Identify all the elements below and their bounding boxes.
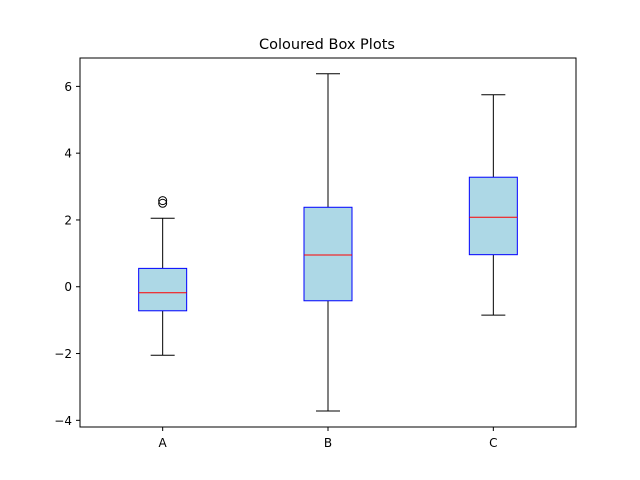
- x-tick-label-b: B: [324, 436, 332, 450]
- y-tick-label-3: 2: [64, 213, 72, 227]
- box-c: [468, 176, 518, 256]
- y-tick-label-4: 4: [64, 147, 72, 161]
- box-group-c: [468, 94, 518, 316]
- chart-title: Coloured Box Plots: [259, 37, 395, 53]
- outlier-a-1: [158, 196, 168, 206]
- y-tick-label-1: −2: [54, 347, 72, 361]
- x-tick-label-a: A: [159, 436, 168, 450]
- plot-area: [138, 73, 518, 412]
- y-tick-label-2: 0: [64, 280, 72, 294]
- box-group-a: [138, 196, 188, 356]
- box-b: [303, 206, 353, 302]
- axes: A B C −4 −2 0 2 4 6: [54, 80, 497, 450]
- outlier-a-0: [158, 198, 168, 208]
- box-group-b: [303, 73, 353, 412]
- y-tick-label-0: −4: [54, 414, 72, 428]
- y-tick-label-5: 6: [64, 80, 72, 94]
- box-a: [138, 267, 188, 312]
- x-tick-label-c: C: [489, 436, 497, 450]
